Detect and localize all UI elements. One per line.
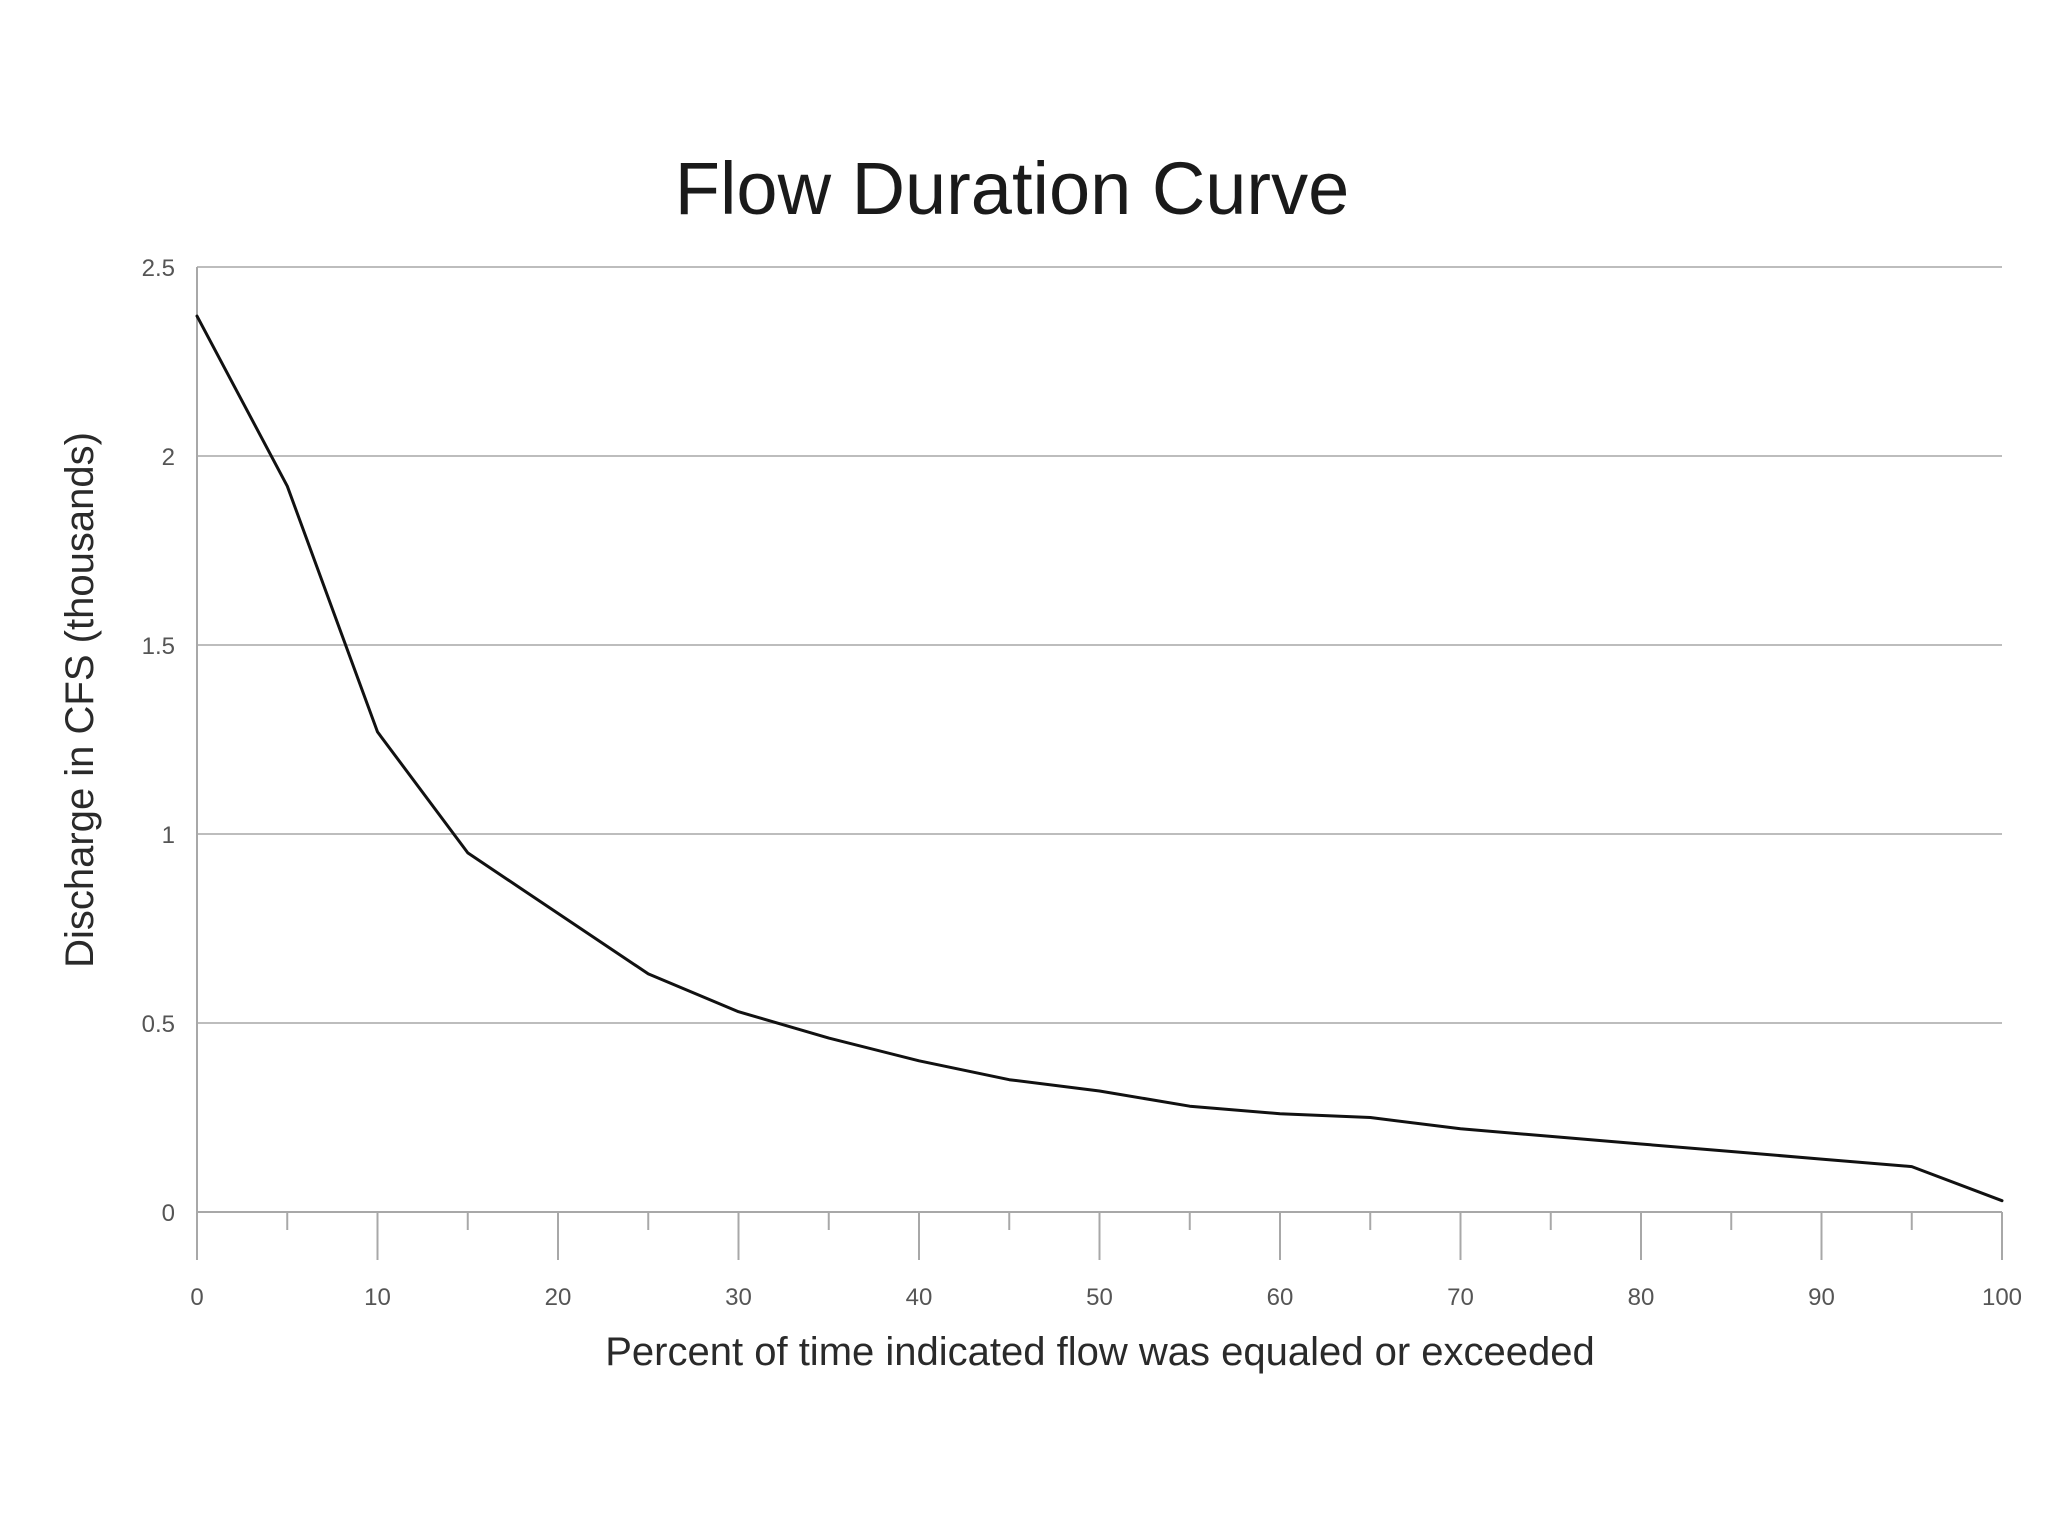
x-tick-label: 40 xyxy=(906,1284,933,1311)
x-tick-label: 80 xyxy=(1628,1284,1655,1311)
x-tick-label: 100 xyxy=(1982,1284,2022,1311)
x-tick-label: 60 xyxy=(1267,1284,1294,1311)
y-tick-label: 0.5 xyxy=(142,1011,175,1038)
y-tick-label: 2 xyxy=(162,444,175,471)
chart-title: Flow Duration Curve xyxy=(675,147,1349,230)
y-tick-label: 2.5 xyxy=(142,255,175,282)
y-axis-label: Discharge in CFS (thousands) xyxy=(58,432,102,968)
y-tick-label: 1.5 xyxy=(142,633,175,660)
series xyxy=(195,314,2004,1203)
axes xyxy=(196,267,2003,1260)
x-tick-label: 90 xyxy=(1808,1284,1835,1311)
tick-labels: 0 0.5 1 1.5 2 2.5 0 10 20 30 40 50 60 70 80 90 100 xyxy=(142,255,2022,1311)
y-tick-label: 1 xyxy=(162,822,175,849)
grid-lines xyxy=(197,266,2002,1024)
x-tick-label: 0 xyxy=(190,1284,203,1311)
x-tick-label: 20 xyxy=(545,1284,572,1311)
x-axis-label: Percent of time indicated flow was equal… xyxy=(605,1330,1594,1374)
x-tick-label: 30 xyxy=(725,1284,752,1311)
x-tick-label: 70 xyxy=(1447,1284,1474,1311)
x-tick-label: 50 xyxy=(1086,1284,1113,1311)
y-tick-label: 0 xyxy=(162,1200,175,1227)
x-tick-label: 10 xyxy=(364,1284,391,1311)
flow-duration-line xyxy=(195,314,2004,1203)
